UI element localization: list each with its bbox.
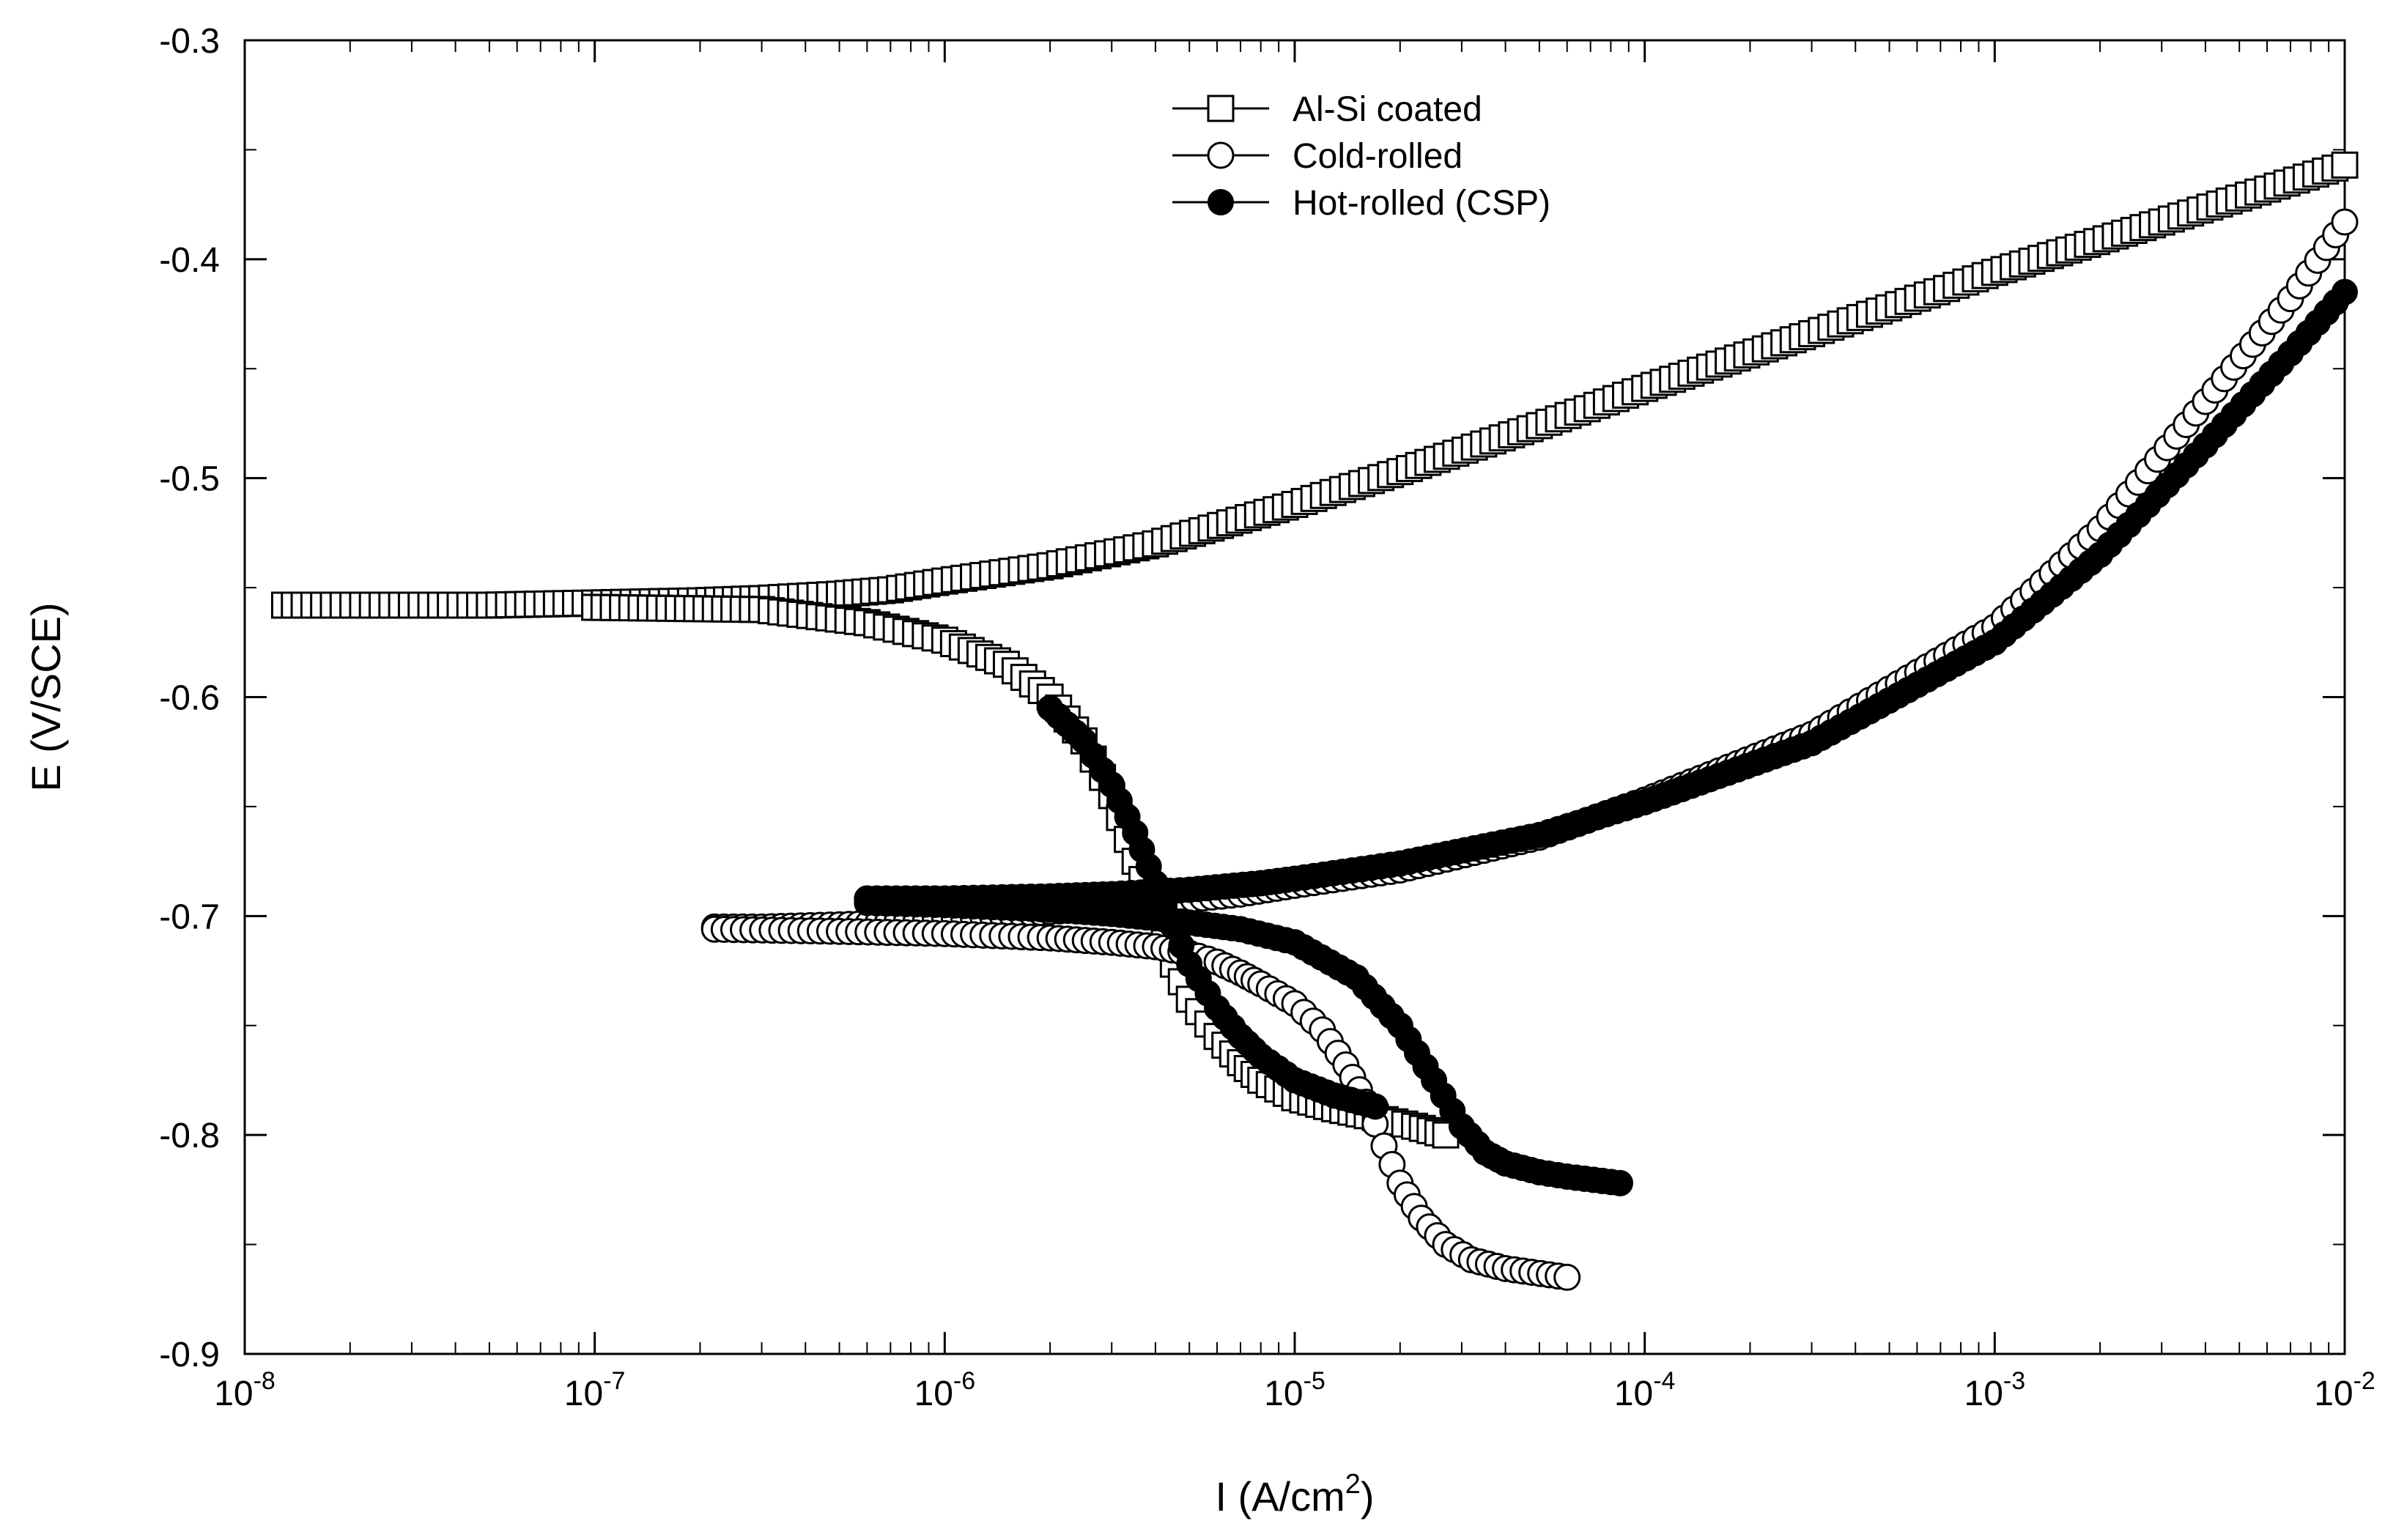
series-line <box>284 163 2345 607</box>
x-tick-label: 10-6 <box>914 1367 976 1413</box>
series-cold-rolled <box>700 208 2359 1291</box>
legend-marker <box>1207 141 1235 169</box>
data-point <box>1606 1169 1633 1196</box>
series-al-si-coated <box>270 151 2359 1149</box>
legend-label: Hot-rolled (CSP) <box>1293 184 1550 223</box>
x-axis-title: I (A/cm2) <box>1215 1469 1374 1519</box>
y-tick-label: -0.7 <box>159 897 220 936</box>
legend-marker <box>1207 95 1235 122</box>
data-point <box>1553 1263 1581 1291</box>
y-tick-label: -0.4 <box>159 241 220 280</box>
y-tick-label: -0.3 <box>159 22 220 61</box>
y-tick-label: -0.6 <box>159 679 220 718</box>
data-point <box>2331 151 2359 179</box>
axes-frame: 10-8 10-7 10-6 10-5 10-4 10-3 10-2 -0.9 -0.8 -0.7… <box>23 22 2375 1519</box>
legend-label: Cold-rolled <box>1293 137 1463 176</box>
data-point <box>1362 1093 1389 1120</box>
y-tick-label: -0.9 <box>159 1336 220 1374</box>
x-tick-label: 10-2 <box>2314 1367 2375 1413</box>
y-axis-title: E (V/SCE) <box>23 602 69 791</box>
y-tick-label: -0.8 <box>159 1117 220 1155</box>
x-tick-label: 10-4 <box>1614 1367 1676 1413</box>
y-tick-label: -0.5 <box>159 460 220 499</box>
data-point <box>2331 208 2359 236</box>
x-tick-label: 10-3 <box>1964 1367 2026 1413</box>
series-layer <box>270 151 2359 1291</box>
legend-marker <box>1208 189 1234 215</box>
series-hot-rolled-csp <box>854 278 2358 1196</box>
x-tick-label: 10-8 <box>214 1367 276 1413</box>
plot-frame <box>243 39 2346 1355</box>
data-point <box>2332 278 2358 306</box>
x-tick-label: 10-7 <box>564 1367 626 1413</box>
legend-label: Al-Si coated <box>1293 90 1482 129</box>
x-tick-label: 10-5 <box>1264 1367 1325 1413</box>
legend: Al-Si coated Cold-rolled Hot-rolled (CSP) <box>1172 90 1550 223</box>
